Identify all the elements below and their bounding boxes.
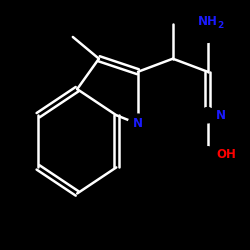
Text: 2: 2 — [218, 22, 224, 30]
Text: OH: OH — [216, 148, 236, 161]
Text: NH: NH — [198, 15, 218, 28]
Circle shape — [200, 147, 215, 162]
Text: N: N — [216, 109, 226, 122]
Circle shape — [200, 108, 215, 123]
Circle shape — [128, 114, 148, 134]
Circle shape — [198, 23, 218, 42]
Text: N: N — [133, 118, 143, 130]
